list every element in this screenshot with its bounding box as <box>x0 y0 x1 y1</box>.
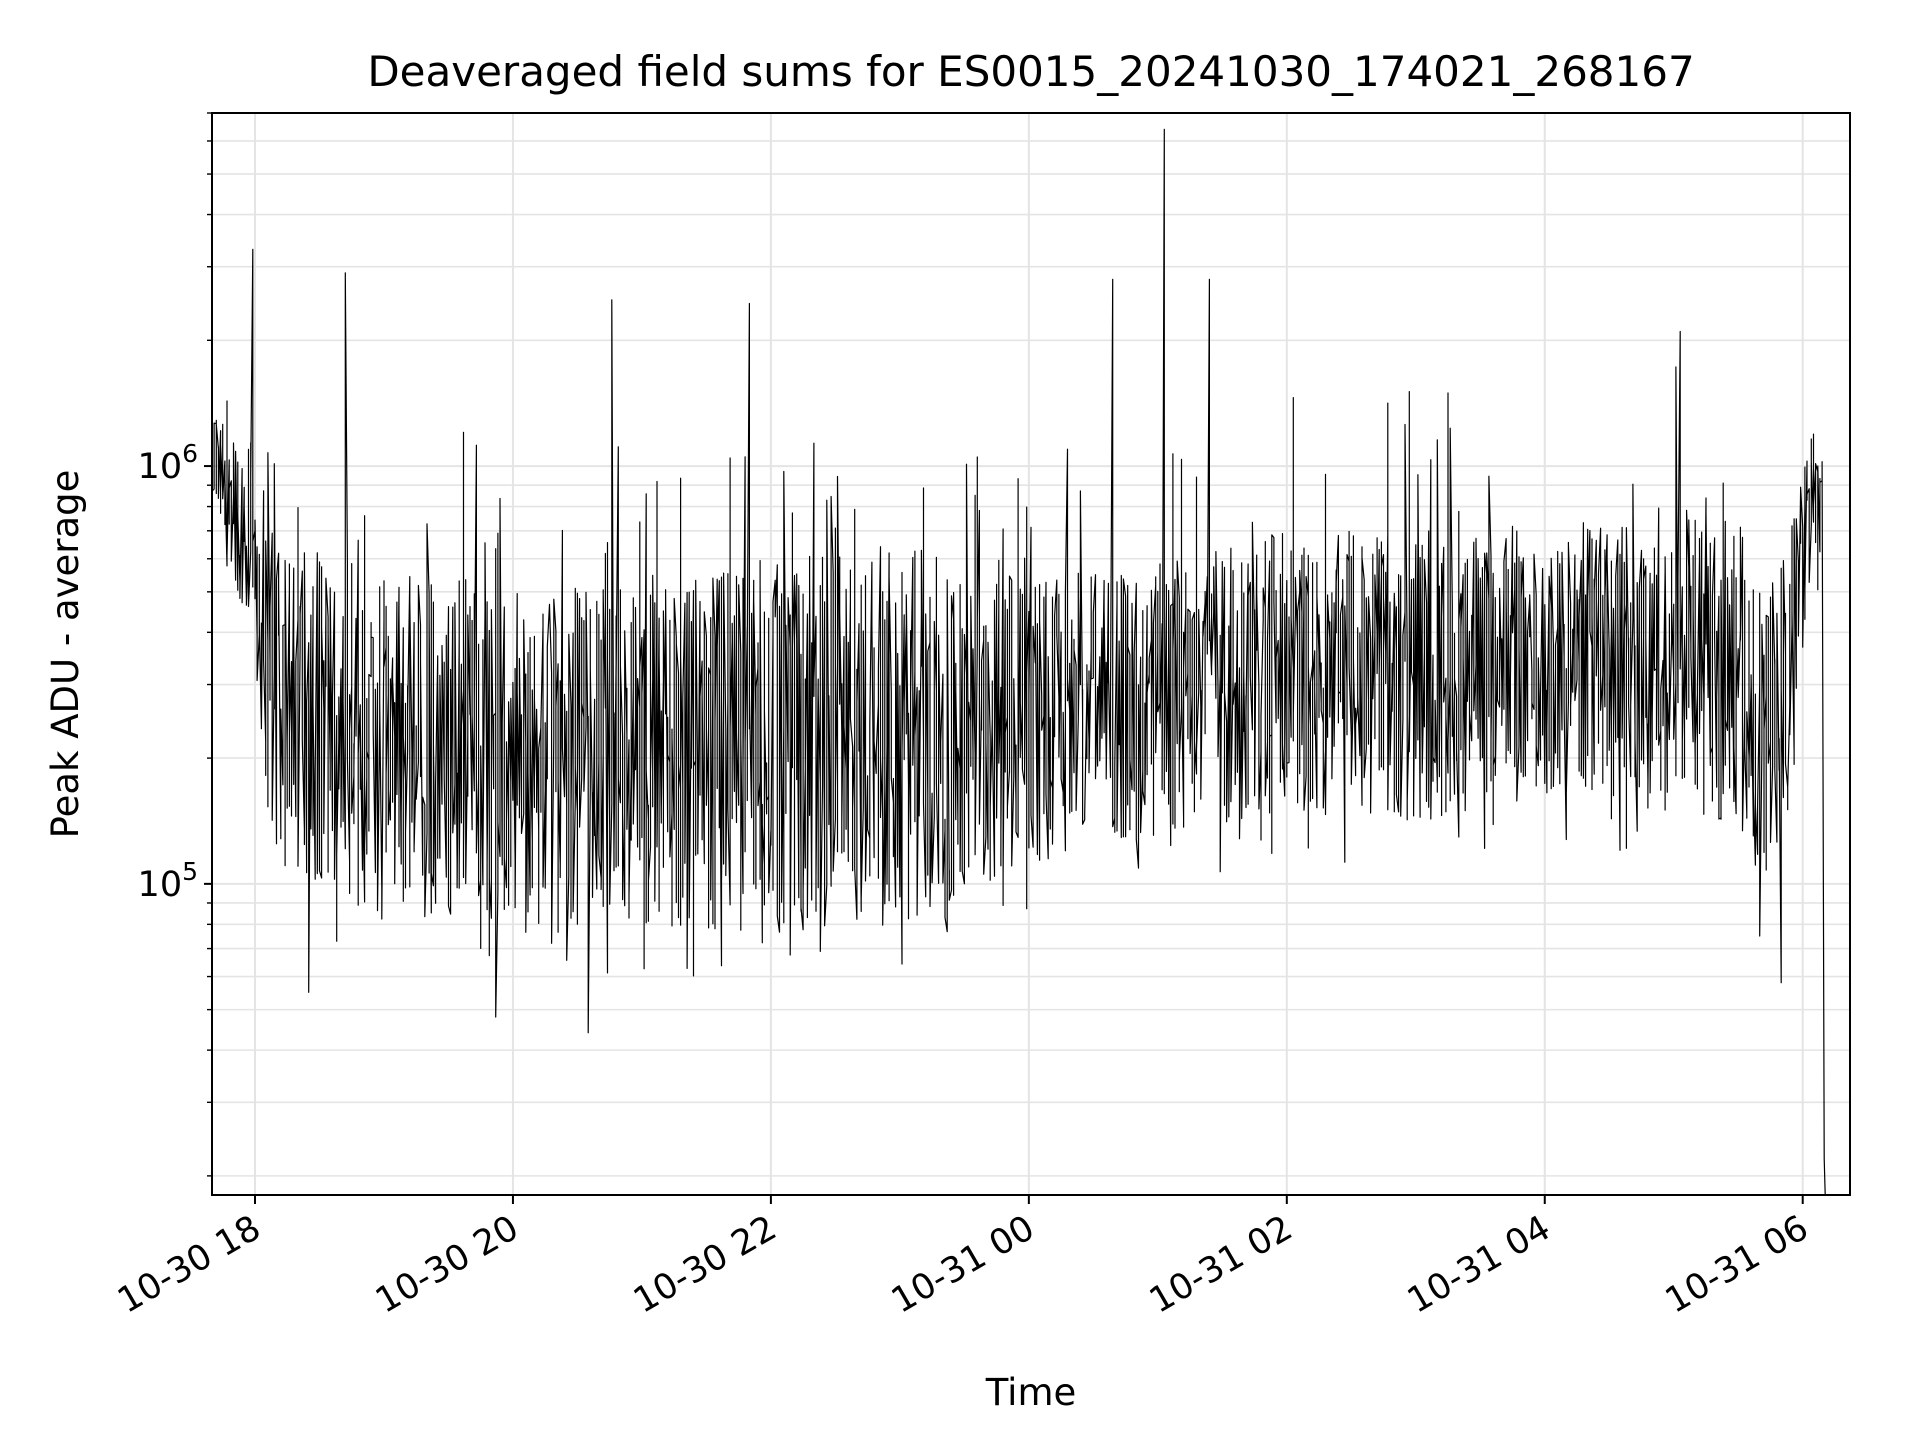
y-tick-label: 106 <box>138 439 198 487</box>
series-layer <box>211 128 1826 1196</box>
y-tick-label: 105 <box>138 857 198 905</box>
y-tick-exp: 5 <box>182 857 198 886</box>
y-tick-base: 10 <box>138 447 183 487</box>
plot-frame <box>211 112 1851 1196</box>
y-tick-base: 10 <box>138 865 183 905</box>
y-tick-exp: 6 <box>182 439 198 468</box>
chart-title: Deaveraged field sums for ES0015_2024103… <box>367 47 1694 96</box>
y-axis-label: Peak ADU - average <box>44 470 87 839</box>
x-axis-label: Time <box>985 1371 1077 1414</box>
series-line <box>211 128 1826 1196</box>
